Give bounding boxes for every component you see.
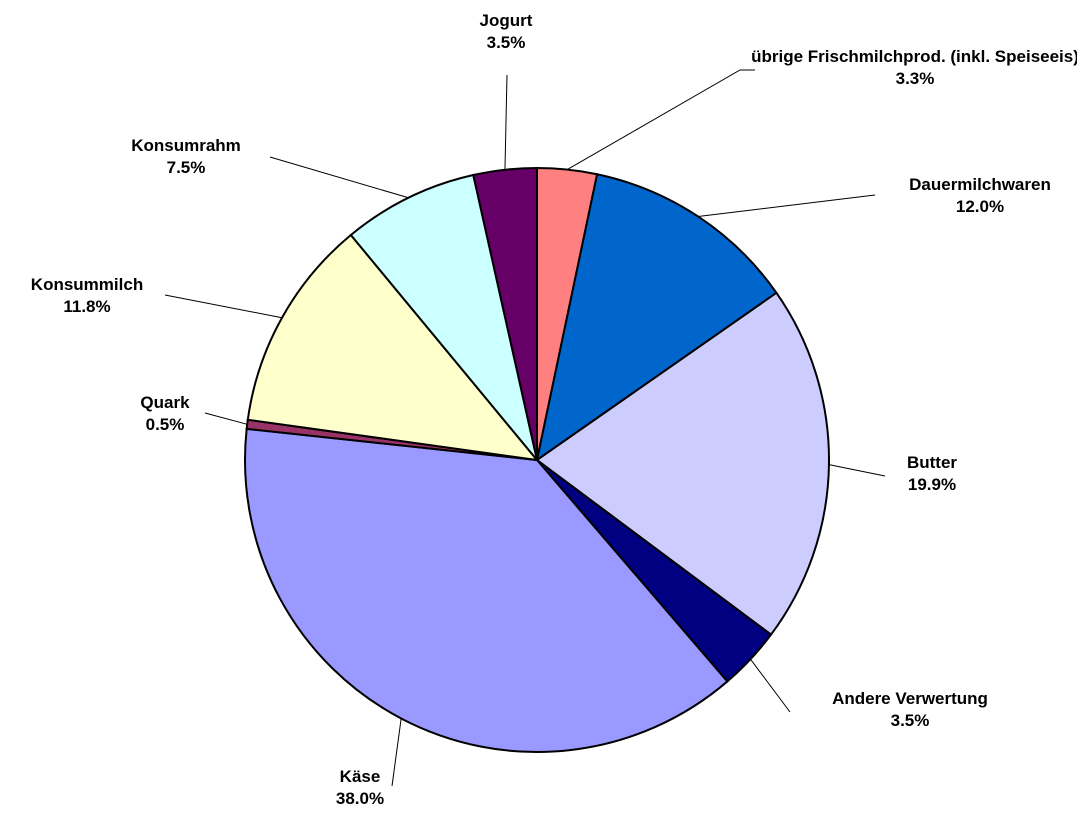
leader-line: [204, 412, 248, 425]
pie-slice: [472, 166, 538, 461]
leader-line: [391, 718, 402, 787]
category-name: Andere Verwertung: [832, 689, 988, 708]
pie-slice: [244, 427, 729, 753]
leader-line: [164, 294, 283, 319]
leader-line: [566, 69, 755, 171]
leader-line: [269, 156, 409, 199]
category-name: übrige Frischmilchprod. (inkl. Speiseeis…: [751, 47, 1077, 66]
category-name: Konsumrahm: [131, 136, 241, 155]
value-label: 3.5%: [890, 711, 930, 730]
slice-label: Andere Verwertung 3.5%: [780, 688, 1040, 732]
value-label: 3.3%: [895, 69, 935, 88]
leader-line: [698, 194, 876, 217]
value-label: 0.5%: [145, 415, 185, 434]
slice-label: übrige Frischmilchprod. (inkl. Speiseeis…: [735, 46, 1077, 90]
value-label: 19.9%: [907, 475, 957, 494]
leader-line: [504, 74, 508, 170]
value-label: 11.8%: [63, 297, 111, 316]
slice-label: Quark 0.5%: [115, 392, 215, 436]
category-name: Käse: [339, 767, 381, 786]
value-label: 12.0%: [955, 197, 1005, 216]
slice-label: Käse 38.0%: [310, 766, 410, 810]
leader-line: [750, 658, 791, 713]
leader-line: [828, 464, 886, 477]
value-label: 7.5%: [166, 158, 206, 177]
slice-label: Dauermilchwaren 12.0%: [870, 174, 1077, 218]
category-name: Butter: [906, 453, 958, 472]
category-name: Konsummilch: [30, 275, 144, 294]
slice-label: Konsummilch 11.8%: [7, 274, 167, 318]
category-name: Quark: [140, 393, 190, 412]
category-name: Jogurt: [479, 11, 533, 30]
value-label: 38.0%: [335, 789, 385, 808]
slice-label: Butter 19.9%: [872, 452, 992, 496]
slice-label: Konsumrahm 7.5%: [101, 135, 271, 179]
category-name: Dauermilchwaren: [909, 175, 1051, 194]
value-label: 3.5%: [486, 33, 526, 52]
slice-label: Jogurt 3.5%: [456, 10, 556, 54]
